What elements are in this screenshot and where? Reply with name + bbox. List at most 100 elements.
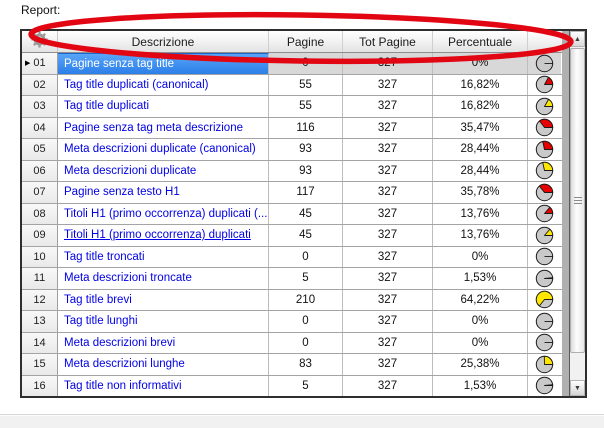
grid-settings-corner[interactable] bbox=[22, 30, 58, 52]
tot-pagine-cell[interactable]: 327 bbox=[343, 268, 433, 289]
table-row[interactable]: 08 Titoli H1 (primo occorrenza) duplicati… bbox=[22, 203, 562, 225]
scrollbar-thumb[interactable] bbox=[570, 48, 585, 353]
row-header-cell[interactable]: 04 bbox=[22, 117, 58, 138]
pie-cell[interactable] bbox=[528, 290, 561, 311]
percentuale-cell[interactable]: 0% bbox=[433, 246, 528, 267]
pagine-cell[interactable]: 83 bbox=[269, 354, 343, 375]
scroll-down-button[interactable]: ▼ bbox=[570, 380, 585, 396]
pie-cell[interactable] bbox=[528, 118, 561, 139]
tot-pagine-cell[interactable]: 327 bbox=[343, 246, 433, 267]
row-header-cell[interactable]: 06 bbox=[22, 160, 58, 181]
descrizione-cell[interactable]: Meta descrizioni duplicate bbox=[58, 160, 269, 181]
pie-cell[interactable] bbox=[528, 182, 561, 203]
pagine-cell[interactable]: 93 bbox=[269, 139, 343, 160]
row-header-cell[interactable]: 08 bbox=[22, 203, 58, 224]
pagine-cell[interactable]: 0 bbox=[269, 53, 343, 74]
percentuale-cell[interactable]: 13,76% bbox=[433, 203, 528, 224]
pagine-cell[interactable]: 5 bbox=[269, 375, 343, 396]
tot-pagine-cell[interactable]: 327 bbox=[343, 289, 433, 310]
descrizione-cell[interactable]: Tag title troncati bbox=[58, 246, 269, 267]
table-row[interactable]: 05 Meta descrizioni duplicate (canonical)… bbox=[22, 139, 562, 161]
percentuale-cell[interactable]: 0% bbox=[433, 311, 528, 332]
tot-pagine-cell[interactable]: 327 bbox=[343, 225, 433, 246]
row-header-cell[interactable]: 16 bbox=[22, 375, 58, 396]
tot-pagine-cell[interactable]: 327 bbox=[343, 53, 433, 74]
descrizione-cell[interactable]: Tag title brevi bbox=[58, 289, 269, 310]
percentuale-cell[interactable]: 64,22% bbox=[433, 289, 528, 310]
pagine-cell[interactable]: 55 bbox=[269, 74, 343, 95]
percentuale-cell[interactable]: 35,78% bbox=[433, 182, 528, 203]
pie-cell[interactable] bbox=[528, 311, 561, 332]
row-header-cell[interactable]: 11 bbox=[22, 268, 58, 289]
table-row[interactable]: 10 Tag title troncati 0 327 0% bbox=[22, 246, 562, 268]
pagine-cell[interactable]: 55 bbox=[269, 96, 343, 117]
tot-pagine-cell[interactable]: 327 bbox=[343, 375, 433, 396]
percentuale-cell[interactable]: 16,82% bbox=[433, 74, 528, 95]
descrizione-cell[interactable]: Tag title duplicati bbox=[58, 96, 269, 117]
pagine-cell[interactable]: 0 bbox=[269, 246, 343, 267]
pagine-cell[interactable]: 93 bbox=[269, 160, 343, 181]
pagine-cell[interactable]: 45 bbox=[269, 225, 343, 246]
column-header-tot-pagine[interactable]: Tot Pagine bbox=[343, 31, 433, 52]
table-row[interactable]: 07 Pagine senza testo H1 117 327 35,78% bbox=[22, 182, 562, 204]
descrizione-cell[interactable]: Meta descrizioni duplicate (canonical) bbox=[58, 139, 269, 160]
row-header-cell[interactable]: 05 bbox=[22, 139, 58, 160]
table-row[interactable]: 13 Tag title lunghi 0 327 0% bbox=[22, 311, 562, 333]
descrizione-cell[interactable]: Meta descrizioni troncate bbox=[58, 268, 269, 289]
pie-cell[interactable] bbox=[528, 268, 561, 289]
tot-pagine-cell[interactable]: 327 bbox=[343, 117, 433, 138]
table-row[interactable]: 03 Tag title duplicati 55 327 16,82% bbox=[22, 96, 562, 118]
percentuale-cell[interactable]: 1,53% bbox=[433, 375, 528, 396]
vertical-scrollbar[interactable]: ▲ ▼ bbox=[569, 31, 585, 396]
column-header-percentuale[interactable]: Percentuale bbox=[433, 31, 528, 52]
percentuale-cell[interactable]: 35,47% bbox=[433, 117, 528, 138]
table-row[interactable]: 11 Meta descrizioni troncate 5 327 1,53% bbox=[22, 268, 562, 290]
pagine-cell[interactable]: 116 bbox=[269, 117, 343, 138]
pagine-cell[interactable]: 210 bbox=[269, 289, 343, 310]
percentuale-cell[interactable]: 16,82% bbox=[433, 96, 528, 117]
percentuale-cell[interactable]: 13,76% bbox=[433, 225, 528, 246]
percentuale-cell[interactable]: 28,44% bbox=[433, 139, 528, 160]
row-header-cell[interactable]: 02 bbox=[22, 74, 58, 95]
row-header-cell[interactable]: 10 bbox=[22, 246, 58, 267]
pie-cell[interactable] bbox=[528, 225, 561, 246]
percentuale-cell[interactable]: 0% bbox=[433, 332, 528, 353]
tot-pagine-cell[interactable]: 327 bbox=[343, 182, 433, 203]
tot-pagine-cell[interactable]: 327 bbox=[343, 96, 433, 117]
table-row[interactable]: 15 Meta descrizioni lunghe 83 327 25,38% bbox=[22, 354, 562, 376]
row-header-cell[interactable]: 03 bbox=[22, 96, 58, 117]
pie-cell[interactable] bbox=[528, 333, 561, 354]
row-header-cell[interactable]: ▶ 01 bbox=[22, 53, 58, 74]
pie-cell[interactable] bbox=[528, 75, 561, 96]
descrizione-cell[interactable]: Titoli H1 (primo occorrenza) duplicati bbox=[58, 225, 269, 246]
column-header-pie[interactable] bbox=[528, 31, 561, 52]
pie-cell[interactable] bbox=[528, 354, 561, 375]
table-row[interactable]: 16 Tag title non informativi 5 327 1,53% bbox=[22, 375, 562, 396]
row-header-cell[interactable]: 13 bbox=[22, 311, 58, 332]
table-row[interactable]: 06 Meta descrizioni duplicate 93 327 28,44% bbox=[22, 160, 562, 182]
tot-pagine-cell[interactable]: 327 bbox=[343, 203, 433, 224]
row-header-cell[interactable]: 15 bbox=[22, 354, 58, 375]
column-header-descrizione[interactable]: Descrizione bbox=[58, 31, 269, 52]
tot-pagine-cell[interactable]: 327 bbox=[343, 311, 433, 332]
tot-pagine-cell[interactable]: 327 bbox=[343, 74, 433, 95]
pagine-cell[interactable]: 0 bbox=[269, 311, 343, 332]
row-header-cell[interactable]: 07 bbox=[22, 182, 58, 203]
percentuale-cell[interactable]: 25,38% bbox=[433, 354, 528, 375]
column-header-pagine[interactable]: Pagine bbox=[269, 31, 343, 52]
pagine-cell[interactable]: 117 bbox=[269, 182, 343, 203]
pagine-cell[interactable]: 45 bbox=[269, 203, 343, 224]
pie-cell[interactable] bbox=[528, 161, 561, 182]
tot-pagine-cell[interactable]: 327 bbox=[343, 139, 433, 160]
descrizione-cell[interactable]: Meta descrizioni lunghe bbox=[58, 354, 269, 375]
descrizione-cell[interactable]: Tag title lunghi bbox=[58, 311, 269, 332]
pie-cell[interactable] bbox=[528, 247, 561, 268]
percentuale-cell[interactable]: 28,44% bbox=[433, 160, 528, 181]
pie-cell[interactable] bbox=[528, 204, 561, 225]
table-row[interactable]: ▶ 01 Pagine senza tag title 0 327 0% bbox=[22, 53, 562, 75]
descrizione-cell[interactable]: Pagine senza tag title bbox=[58, 53, 269, 74]
descrizione-cell[interactable]: Pagine senza testo H1 bbox=[58, 182, 269, 203]
pie-cell[interactable] bbox=[528, 139, 561, 160]
pagine-cell[interactable]: 5 bbox=[269, 268, 343, 289]
table-row[interactable]: 12 Tag title brevi 210 327 64,22% bbox=[22, 289, 562, 311]
